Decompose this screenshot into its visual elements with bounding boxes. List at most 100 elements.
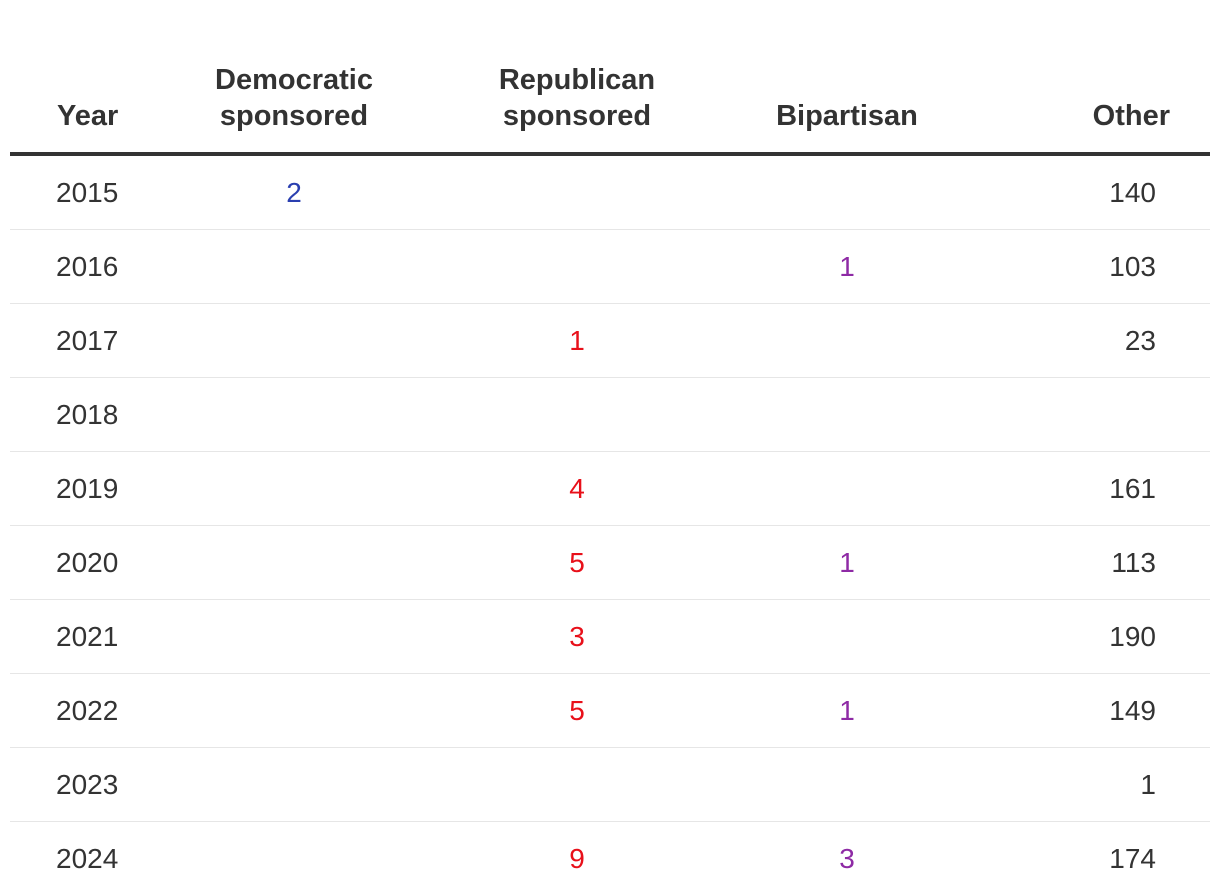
cell-year: 2020 xyxy=(10,526,165,600)
cell-other-value: 190 xyxy=(1109,621,1156,652)
cell-bipartisan-value: 1 xyxy=(839,251,855,282)
cell-year-value: 2017 xyxy=(56,325,118,356)
cell-republican: 9 xyxy=(423,822,731,895)
cell-year-value: 2019 xyxy=(56,473,118,504)
table-row: 2020 5 1 113 xyxy=(10,526,1210,600)
column-header-year-label: Year xyxy=(57,98,165,134)
cell-bipartisan-value: 3 xyxy=(839,843,855,874)
cell-republican xyxy=(423,378,731,452)
cell-democratic xyxy=(165,378,423,452)
table-header: Year Democratic sponsored Republican spo… xyxy=(10,0,1210,154)
cell-democratic xyxy=(165,230,423,304)
cell-republican xyxy=(423,748,731,822)
cell-year-value: 2021 xyxy=(56,621,118,652)
cell-year: 2016 xyxy=(10,230,165,304)
cell-year: 2017 xyxy=(10,304,165,378)
cell-republican: 4 xyxy=(423,452,731,526)
cell-republican-value: 9 xyxy=(569,843,585,874)
column-header-bipartisan: Bipartisan xyxy=(731,0,963,154)
cell-year: 2018 xyxy=(10,378,165,452)
column-header-year: Year xyxy=(10,0,165,154)
cell-bipartisan-value: 1 xyxy=(839,695,855,726)
cell-year-value: 2020 xyxy=(56,547,118,578)
cell-year-value: 2024 xyxy=(56,843,118,874)
cell-other: 113 xyxy=(963,526,1210,600)
table-row: 2023 1 xyxy=(10,748,1210,822)
cell-bipartisan xyxy=(731,378,963,452)
cell-year: 2022 xyxy=(10,674,165,748)
cell-democratic xyxy=(165,304,423,378)
cell-bipartisan xyxy=(731,748,963,822)
cell-republican-value: 4 xyxy=(569,473,585,504)
table-row: 2015 2 140 xyxy=(10,154,1210,230)
cell-other: 103 xyxy=(963,230,1210,304)
column-header-republican-line1: Republican xyxy=(423,62,731,98)
cell-bipartisan: 3 xyxy=(731,822,963,895)
cell-bipartisan: 1 xyxy=(731,230,963,304)
sponsorship-table: Year Democratic sponsored Republican spo… xyxy=(10,0,1210,895)
cell-republican-value: 3 xyxy=(569,621,585,652)
cell-republican-value: 1 xyxy=(569,325,585,356)
column-header-democratic-line1: Democratic xyxy=(165,62,423,98)
cell-bipartisan xyxy=(731,600,963,674)
cell-year: 2021 xyxy=(10,600,165,674)
column-header-republican: Republican sponsored xyxy=(423,0,731,154)
cell-democratic xyxy=(165,452,423,526)
cell-year-value: 2022 xyxy=(56,695,118,726)
cell-other: 149 xyxy=(963,674,1210,748)
cell-bipartisan-value: 1 xyxy=(839,547,855,578)
column-header-bipartisan-label: Bipartisan xyxy=(731,98,963,134)
cell-year: 2019 xyxy=(10,452,165,526)
cell-democratic xyxy=(165,748,423,822)
cell-republican: 3 xyxy=(423,600,731,674)
cell-other: 140 xyxy=(963,154,1210,230)
table-row: 2018 xyxy=(10,378,1210,452)
table-row: 2022 5 1 149 xyxy=(10,674,1210,748)
cell-other-value: 161 xyxy=(1109,473,1156,504)
cell-other-value: 103 xyxy=(1109,251,1156,282)
cell-bipartisan: 1 xyxy=(731,674,963,748)
table-row: 2017 1 23 xyxy=(10,304,1210,378)
table-row: 2019 4 161 xyxy=(10,452,1210,526)
cell-year-value: 2015 xyxy=(56,177,118,208)
cell-other: 23 xyxy=(963,304,1210,378)
cell-other-value: 149 xyxy=(1109,695,1156,726)
cell-year-value: 2016 xyxy=(56,251,118,282)
cell-year: 2023 xyxy=(10,748,165,822)
cell-bipartisan: 1 xyxy=(731,526,963,600)
cell-democratic xyxy=(165,822,423,895)
cell-other: 174 xyxy=(963,822,1210,895)
cell-bipartisan xyxy=(731,452,963,526)
cell-other-value: 113 xyxy=(1111,547,1156,578)
cell-other: 161 xyxy=(963,452,1210,526)
cell-republican: 5 xyxy=(423,526,731,600)
cell-democratic-value: 2 xyxy=(286,177,302,208)
cell-bipartisan xyxy=(731,304,963,378)
cell-republican xyxy=(423,154,731,230)
cell-year-value: 2023 xyxy=(56,769,118,800)
cell-republican xyxy=(423,230,731,304)
sponsorship-table-container: Year Democratic sponsored Republican spo… xyxy=(10,0,1210,895)
cell-other-value: 1 xyxy=(1140,769,1156,800)
table-row: 2024 9 3 174 xyxy=(10,822,1210,895)
cell-democratic xyxy=(165,526,423,600)
cell-other xyxy=(963,378,1210,452)
cell-republican: 5 xyxy=(423,674,731,748)
table-row: 2016 1 103 xyxy=(10,230,1210,304)
column-header-republican-line2: sponsored xyxy=(423,98,731,134)
cell-year: 2015 xyxy=(10,154,165,230)
cell-other: 1 xyxy=(963,748,1210,822)
column-header-other: Other xyxy=(963,0,1210,154)
header-row: Year Democratic sponsored Republican spo… xyxy=(10,0,1210,154)
table-row: 2021 3 190 xyxy=(10,600,1210,674)
cell-democratic xyxy=(165,600,423,674)
column-header-democratic-line2: sponsored xyxy=(165,98,423,134)
cell-other-value: 174 xyxy=(1109,843,1156,874)
cell-bipartisan xyxy=(731,154,963,230)
column-header-other-label: Other xyxy=(963,98,1170,134)
column-header-democratic: Democratic sponsored xyxy=(165,0,423,154)
cell-democratic: 2 xyxy=(165,154,423,230)
cell-year: 2024 xyxy=(10,822,165,895)
cell-democratic xyxy=(165,674,423,748)
table-body: 2015 2 140 2016 1 103 2017 1 23 2018 2019 4 161 2020 5… xyxy=(10,154,1210,895)
